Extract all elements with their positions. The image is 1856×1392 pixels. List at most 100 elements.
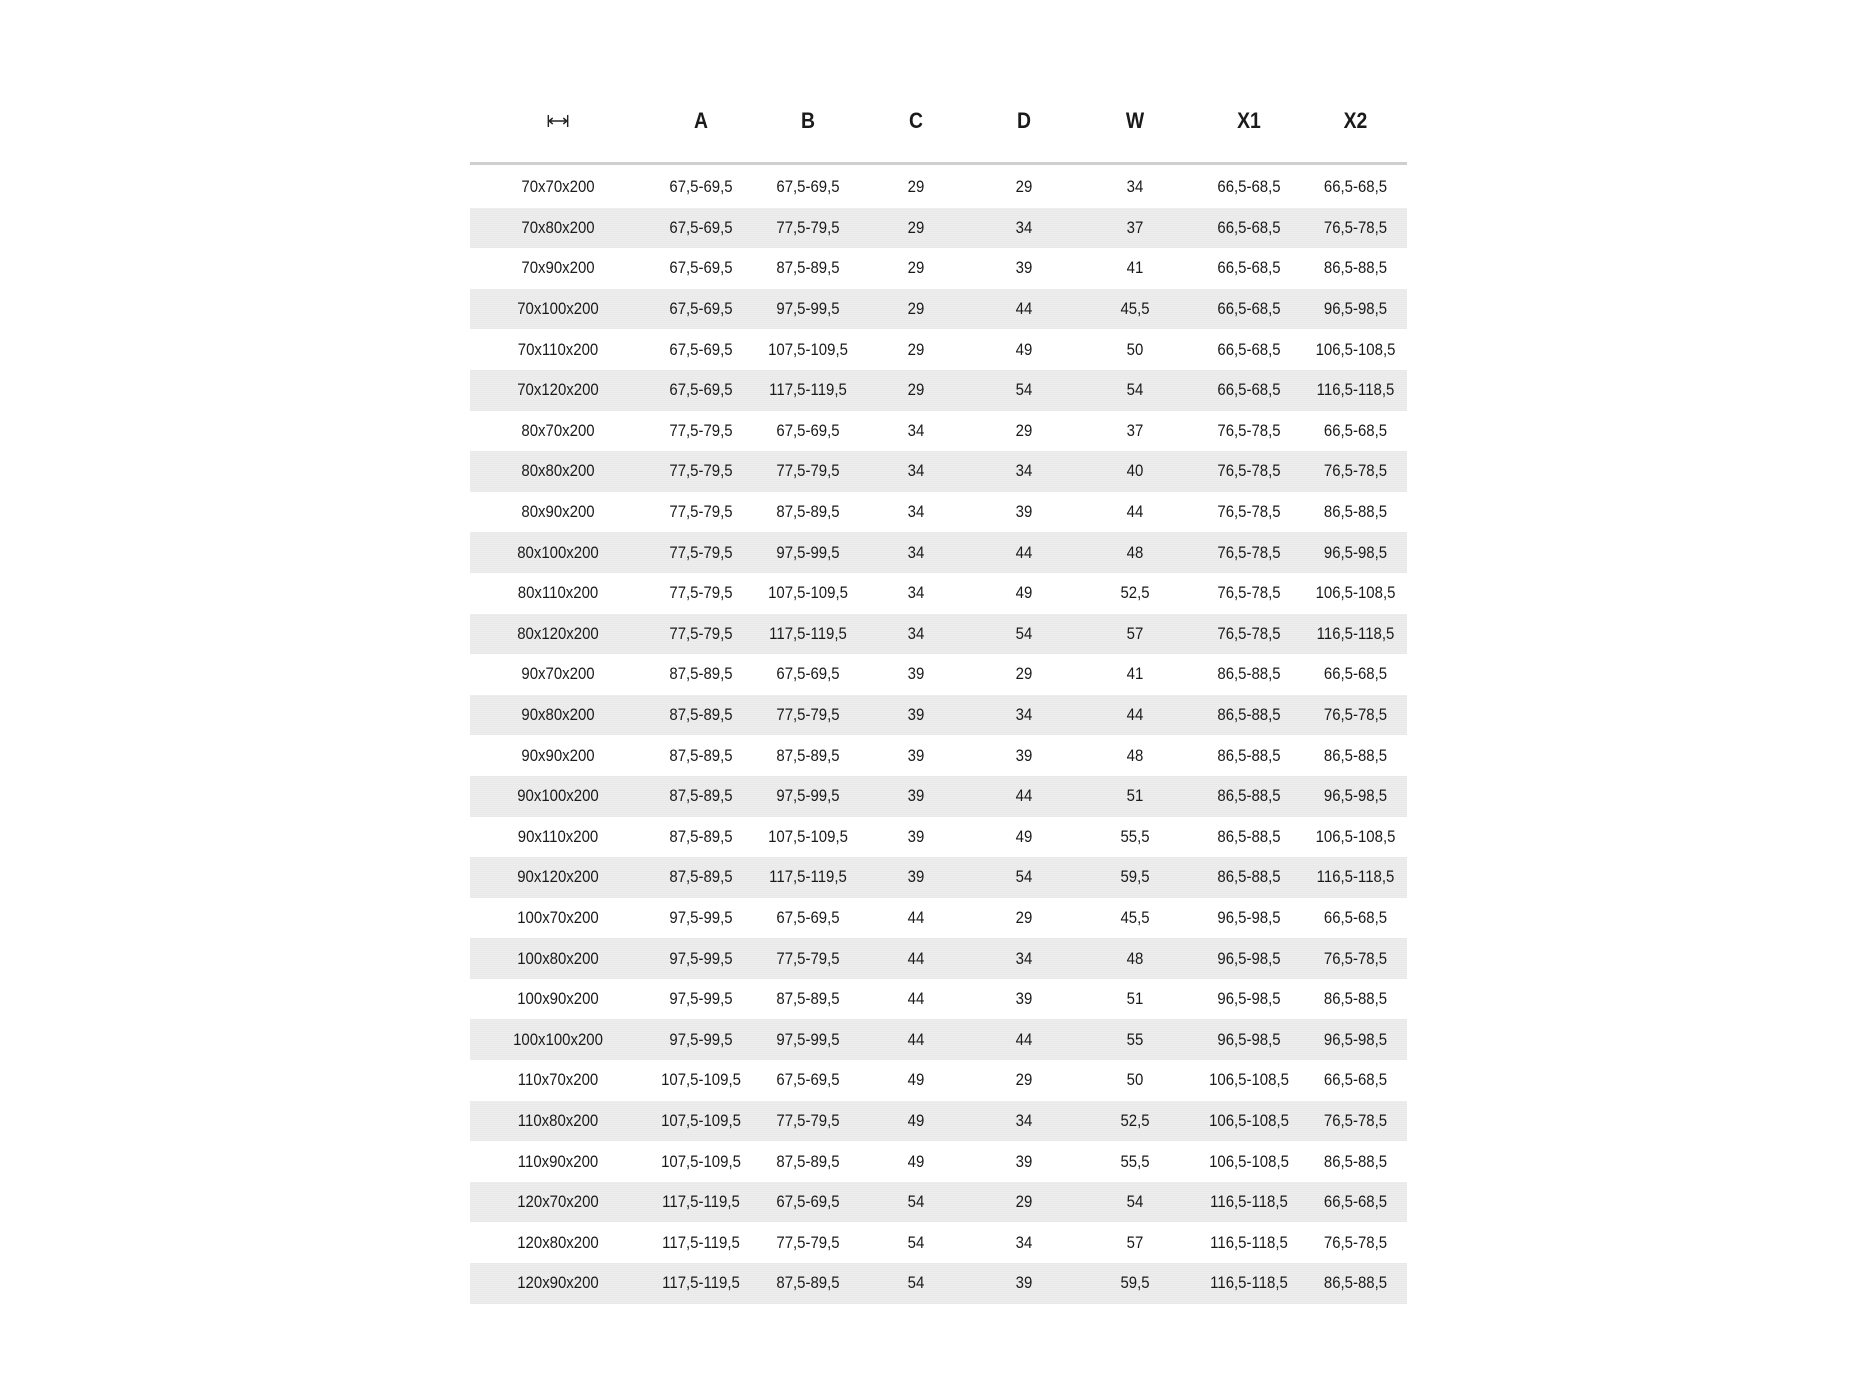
value-cell: 96,5-98,5 bbox=[1323, 542, 1388, 562]
value-cell: 67,5-69,5 bbox=[669, 177, 733, 197]
value-cell: 39 bbox=[1015, 989, 1033, 1009]
value-cell: 66,5-68,5 bbox=[1217, 299, 1281, 319]
value-cell: 59,5 bbox=[1120, 867, 1150, 887]
value-cell: 76,5-78,5 bbox=[1217, 502, 1281, 522]
table-row: 70x110x200 67,5-69,5 107,5-109,5 29 49 50 66,5… bbox=[470, 329, 1407, 370]
size-cell: 90x70x200 bbox=[521, 664, 595, 684]
value-cell: 87,5-89,5 bbox=[776, 745, 840, 765]
value-cell: 44 bbox=[907, 907, 925, 927]
value-cell: 106,5-108,5 bbox=[1209, 1151, 1289, 1171]
value-cell: 41 bbox=[1126, 258, 1144, 278]
value-cell: 76,5-78,5 bbox=[1323, 217, 1388, 237]
value-cell: 39 bbox=[907, 664, 925, 684]
value-cell: 34 bbox=[1015, 1232, 1033, 1252]
value-cell: 67,5-69,5 bbox=[776, 664, 840, 684]
size-cell: 100x90x200 bbox=[517, 989, 599, 1009]
value-cell: 66,5-68,5 bbox=[1323, 420, 1388, 440]
table-row: 120x80x200 117,5-119,5 77,5-79,5 54 34 57 116,… bbox=[470, 1222, 1407, 1263]
value-cell: 116,5-118,5 bbox=[1210, 1192, 1288, 1212]
value-cell: 96,5-98,5 bbox=[1217, 948, 1281, 968]
table-row: 90x100x200 87,5-89,5 97,5-99,5 39 44 51 86,5-8… bbox=[470, 775, 1407, 817]
value-cell: 37 bbox=[1126, 217, 1144, 237]
value-cell: 39 bbox=[907, 705, 925, 725]
value-cell: 86,5-88,5 bbox=[1323, 502, 1388, 522]
value-cell: 106,5-108,5 bbox=[1209, 1110, 1289, 1130]
value-cell: 51 bbox=[1126, 786, 1144, 806]
value-cell: 34 bbox=[907, 623, 925, 643]
value-cell: 50 bbox=[1126, 1070, 1144, 1090]
column-header-w: W bbox=[1125, 108, 1145, 133]
value-cell: 67,5-69,5 bbox=[776, 420, 840, 440]
value-cell: 116,5-118,5 bbox=[1316, 867, 1395, 887]
value-cell: 29 bbox=[907, 299, 925, 319]
value-cell: 54 bbox=[1015, 623, 1033, 643]
value-cell: 66,5-68,5 bbox=[1323, 177, 1388, 197]
column-header-a: A bbox=[694, 108, 708, 133]
size-cell: 80x100x200 bbox=[517, 542, 599, 562]
value-cell: 77,5-79,5 bbox=[669, 502, 733, 522]
size-cell: 70x70x200 bbox=[521, 177, 595, 197]
value-cell: 77,5-79,5 bbox=[776, 948, 840, 968]
size-cell: 110x80x200 bbox=[517, 1110, 599, 1130]
column-header-x1: X1 bbox=[1237, 108, 1261, 133]
size-cell: 120x70x200 bbox=[517, 1192, 599, 1212]
value-cell: 49 bbox=[907, 1151, 925, 1171]
value-cell: 54 bbox=[1015, 867, 1033, 887]
value-cell: 55 bbox=[1126, 1029, 1144, 1049]
value-cell: 52,5 bbox=[1120, 583, 1150, 603]
value-cell: 44 bbox=[907, 1029, 925, 1049]
value-cell: 77,5-79,5 bbox=[669, 420, 733, 440]
size-cell: 80x80x200 bbox=[521, 461, 595, 481]
value-cell: 86,5-88,5 bbox=[1217, 705, 1281, 725]
value-cell: 96,5-98,5 bbox=[1217, 989, 1281, 1009]
table-row: 100x80x200 97,5-99,5 77,5-79,5 44 34 48 96,5-9… bbox=[470, 938, 1407, 979]
value-cell: 29 bbox=[1015, 1070, 1033, 1090]
value-cell: 97,5-99,5 bbox=[669, 1029, 733, 1049]
size-cell: 100x80x200 bbox=[517, 948, 599, 968]
value-cell: 116,5-118,5 bbox=[1316, 623, 1395, 643]
value-cell: 97,5-99,5 bbox=[776, 542, 840, 562]
size-cell: 90x120x200 bbox=[517, 867, 599, 887]
value-cell: 106,5-108,5 bbox=[1315, 826, 1396, 846]
value-cell: 49 bbox=[1015, 339, 1033, 359]
value-cell: 29 bbox=[907, 217, 925, 237]
table-row: 70x120x200 67,5-69,5 117,5-119,5 29 54 54 66,5… bbox=[470, 369, 1407, 411]
table-row: 120x90x200 117,5-119,5 87,5-89,5 54 39 59,5 11… bbox=[470, 1263, 1407, 1304]
value-cell: 39 bbox=[1015, 1273, 1033, 1293]
value-cell: 77,5-79,5 bbox=[669, 542, 733, 562]
value-cell: 49 bbox=[907, 1070, 925, 1090]
value-cell: 117,5-119,5 bbox=[662, 1273, 740, 1293]
value-cell: 87,5-89,5 bbox=[776, 1273, 840, 1293]
value-cell: 40 bbox=[1126, 461, 1144, 481]
size-cell: 120x90x200 bbox=[517, 1273, 599, 1293]
value-cell: 55,5 bbox=[1120, 1151, 1150, 1171]
size-cell: 80x90x200 bbox=[521, 502, 595, 522]
value-cell: 44 bbox=[1015, 299, 1033, 319]
table-row: 90x110x200 87,5-89,5 107,5-109,5 39 49 55,5 86… bbox=[470, 817, 1407, 858]
value-cell: 44 bbox=[1015, 542, 1033, 562]
value-cell: 97,5-99,5 bbox=[776, 1029, 840, 1049]
value-cell: 57 bbox=[1126, 623, 1144, 643]
value-cell: 66,5-68,5 bbox=[1323, 1192, 1388, 1212]
value-cell: 39 bbox=[1015, 1151, 1033, 1171]
value-cell: 107,5-109,5 bbox=[661, 1110, 741, 1130]
value-cell: 97,5-99,5 bbox=[776, 299, 840, 319]
value-cell: 44 bbox=[907, 989, 925, 1009]
value-cell: 55,5 bbox=[1120, 826, 1150, 846]
value-cell: 49 bbox=[907, 1110, 925, 1130]
value-cell: 86,5-88,5 bbox=[1217, 745, 1281, 765]
value-cell: 96,5-98,5 bbox=[1217, 907, 1281, 927]
value-cell: 34 bbox=[907, 420, 925, 440]
value-cell: 34 bbox=[907, 542, 925, 562]
column-header-d: D bbox=[1017, 108, 1031, 133]
value-cell: 77,5-79,5 bbox=[776, 217, 840, 237]
value-cell: 107,5-109,5 bbox=[661, 1151, 741, 1171]
table-row: 80x80x200 77,5-79,5 77,5-79,5 34 34 40 76,5-78… bbox=[470, 451, 1407, 492]
value-cell: 96,5-98,5 bbox=[1323, 1029, 1388, 1049]
value-cell: 45,5 bbox=[1120, 907, 1150, 927]
value-cell: 97,5-99,5 bbox=[776, 786, 840, 806]
value-cell: 52,5 bbox=[1120, 1110, 1150, 1130]
size-cell: 70x120x200 bbox=[517, 380, 599, 400]
value-cell: 66,5-68,5 bbox=[1217, 217, 1281, 237]
table-row: 90x120x200 87,5-89,5 117,5-119,5 39 54 59,5 86… bbox=[470, 857, 1407, 898]
